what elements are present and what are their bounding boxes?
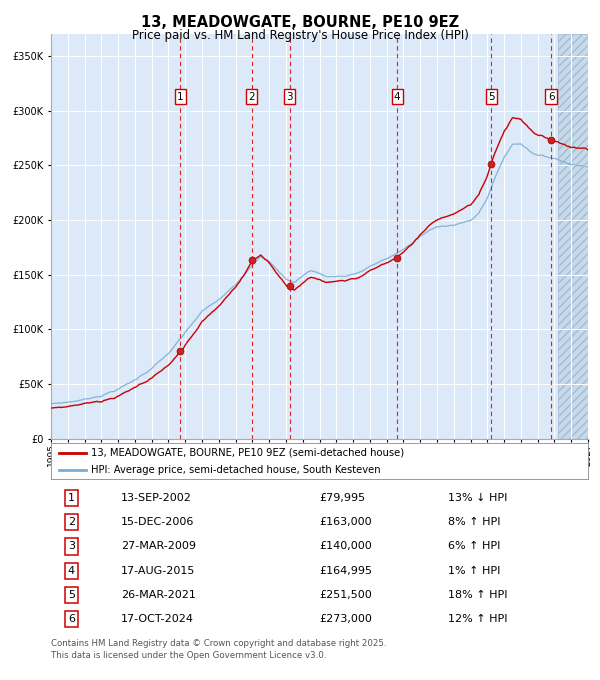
Text: 6: 6	[68, 614, 75, 624]
Text: £164,995: £164,995	[320, 566, 373, 576]
Bar	[558, 34, 588, 439]
Text: 17-AUG-2015: 17-AUG-2015	[121, 566, 195, 576]
Text: 6: 6	[548, 92, 554, 102]
Text: 3: 3	[286, 92, 293, 102]
Text: 12% ↑ HPI: 12% ↑ HPI	[448, 614, 508, 624]
Text: 13, MEADOWGATE, BOURNE, PE10 9EZ (semi-detached house): 13, MEADOWGATE, BOURNE, PE10 9EZ (semi-d…	[91, 448, 404, 458]
Text: £163,000: £163,000	[320, 517, 372, 527]
Text: 1: 1	[68, 493, 75, 503]
Text: 1: 1	[177, 92, 184, 102]
Text: Price paid vs. HM Land Registry's House Price Index (HPI): Price paid vs. HM Land Registry's House …	[131, 29, 469, 41]
Text: 5: 5	[68, 590, 75, 600]
Text: 15-DEC-2006: 15-DEC-2006	[121, 517, 194, 527]
Text: 26-MAR-2021: 26-MAR-2021	[121, 590, 196, 600]
Text: 2: 2	[248, 92, 255, 102]
Text: 13% ↓ HPI: 13% ↓ HPI	[448, 493, 508, 503]
Text: 5: 5	[488, 92, 494, 102]
Text: £140,000: £140,000	[320, 541, 372, 551]
Text: 4: 4	[394, 92, 401, 102]
Text: £79,995: £79,995	[320, 493, 365, 503]
Text: 27-MAR-2009: 27-MAR-2009	[121, 541, 196, 551]
Text: 6% ↑ HPI: 6% ↑ HPI	[448, 541, 501, 551]
Text: 1% ↑ HPI: 1% ↑ HPI	[448, 566, 501, 576]
Text: HPI: Average price, semi-detached house, South Kesteven: HPI: Average price, semi-detached house,…	[91, 465, 381, 475]
Text: Contains HM Land Registry data © Crown copyright and database right 2025.: Contains HM Land Registry data © Crown c…	[51, 639, 386, 647]
Text: 8% ↑ HPI: 8% ↑ HPI	[448, 517, 501, 527]
Text: 18% ↑ HPI: 18% ↑ HPI	[448, 590, 508, 600]
Text: 13-SEP-2002: 13-SEP-2002	[121, 493, 191, 503]
Text: 17-OCT-2024: 17-OCT-2024	[121, 614, 194, 624]
Text: 13, MEADOWGATE, BOURNE, PE10 9EZ: 13, MEADOWGATE, BOURNE, PE10 9EZ	[141, 15, 459, 30]
Bar	[558, 34, 588, 439]
Text: 2: 2	[68, 517, 75, 527]
Text: £273,000: £273,000	[320, 614, 373, 624]
Text: 3: 3	[68, 541, 75, 551]
Text: This data is licensed under the Open Government Licence v3.0.: This data is licensed under the Open Gov…	[51, 651, 326, 660]
Text: 4: 4	[68, 566, 75, 576]
Text: £251,500: £251,500	[320, 590, 372, 600]
